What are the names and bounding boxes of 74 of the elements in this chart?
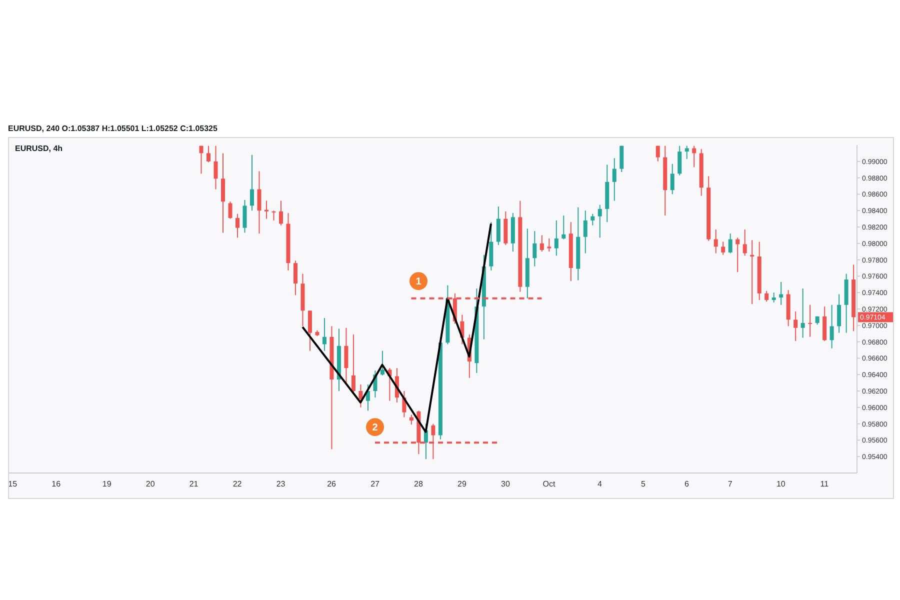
x-tick-label: 16 (52, 480, 62, 489)
candlestick (670, 163, 674, 195)
candlestick (206, 145, 211, 163)
chart-title: EURUSD, 240 O:1.05387 H:1.05501 L:1.05252 C:1.05325 (8, 124, 218, 133)
candlestick (322, 318, 326, 352)
candlestick (678, 145, 682, 176)
annotation: 2 (372, 422, 378, 434)
candlestick (742, 228, 747, 256)
candlestick (228, 201, 232, 220)
candlestick (293, 260, 298, 296)
candlestick (822, 306, 827, 342)
candlestick (721, 241, 726, 256)
candlestick (590, 213, 595, 226)
candlestick (380, 350, 384, 376)
candlestick (547, 238, 552, 252)
candlestick (409, 414, 414, 426)
x-tick-label: 27 (370, 480, 380, 489)
candlestick (344, 327, 348, 385)
candlestick (554, 220, 558, 256)
candlestick (358, 384, 363, 408)
candlestick (562, 215, 566, 240)
x-tick-label: 15 (8, 480, 18, 489)
candlestick (583, 210, 588, 254)
candlestick (656, 145, 660, 162)
x-tick-label: 22 (232, 480, 242, 489)
x-tick-label: 23 (276, 480, 286, 489)
candlestick (496, 206, 500, 246)
candlestick (199, 145, 204, 174)
candlestick (242, 199, 247, 234)
candlestick (221, 152, 225, 234)
x-tick-label: 28 (414, 480, 424, 489)
x-tick-label: 21 (189, 480, 199, 489)
x-tick-label: 11 (820, 480, 830, 489)
x-tick-label: 5 (640, 480, 646, 489)
candlestick (764, 290, 769, 302)
candlestick (612, 158, 616, 202)
candlestick (728, 233, 732, 254)
candlestick (692, 145, 696, 168)
candlestick (250, 154, 254, 212)
x-tick-label: 26 (327, 480, 337, 489)
candlestick (750, 240, 754, 305)
x-tick-label: 6 (684, 480, 690, 489)
x-tick-label: Oct (542, 480, 556, 489)
candlestick (351, 334, 356, 395)
candlestick (532, 230, 537, 267)
candlestick (714, 228, 718, 254)
candlestick (272, 210, 276, 221)
x-tick-label: 30 (501, 480, 510, 489)
candlestick (264, 200, 268, 220)
candlestick (684, 145, 689, 160)
candlestick (808, 304, 812, 338)
candlestick (779, 281, 784, 306)
candlestick (598, 204, 602, 238)
candlestick (308, 310, 312, 352)
x-tick-label: 4 (597, 480, 602, 489)
candlestick (772, 292, 776, 303)
annotation: 1 (416, 276, 422, 288)
candlestick (830, 304, 834, 349)
x-tick-label: 10 (776, 480, 786, 489)
x-tick-label: 19 (102, 480, 112, 489)
chart-subtitle: EURUSD, 4h (15, 144, 63, 153)
x-tick-label: 7 (728, 480, 733, 489)
candlestick (257, 170, 262, 234)
candlestick (235, 213, 240, 238)
candlestick (214, 145, 218, 190)
candlestick (736, 237, 740, 273)
candlestick (540, 234, 544, 252)
x-tick-label: 29 (458, 480, 467, 489)
x-tick-label: 20 (146, 480, 156, 489)
candlestick (278, 200, 283, 226)
candlestick (800, 288, 805, 338)
candlestick (794, 310, 798, 342)
candlestick (837, 294, 842, 334)
candlestick (620, 145, 624, 173)
